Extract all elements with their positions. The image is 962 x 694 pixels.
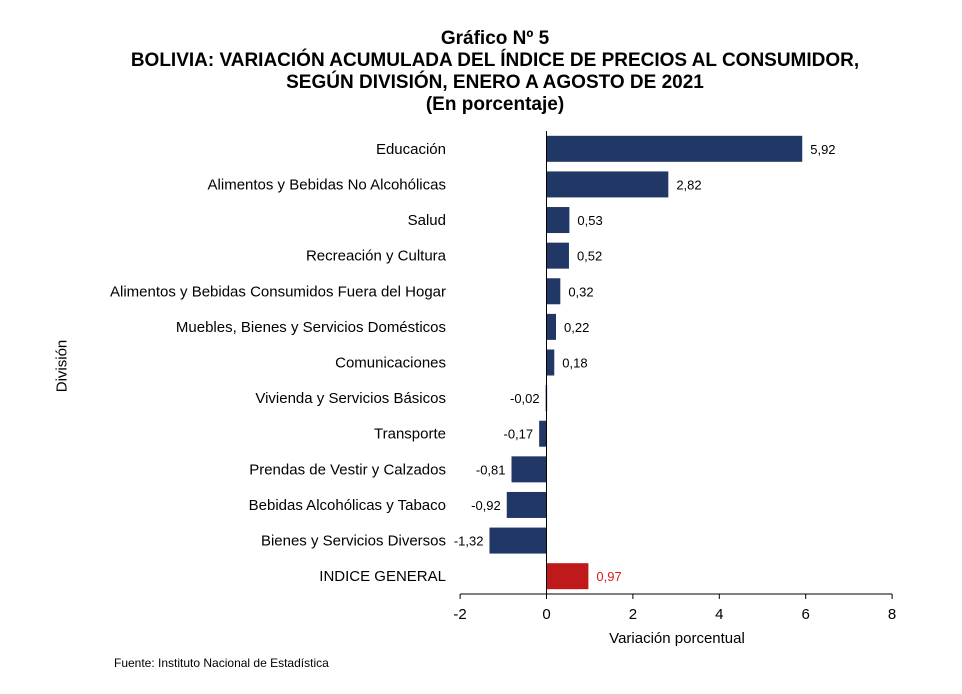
chart-title-line-3: SEGÚN DIVISIÓN, ENERO A AGOSTO DE 2021 xyxy=(286,72,704,93)
bar-recreacion-y-cultura xyxy=(546,242,569,269)
value-label-educacion: 5,92 xyxy=(810,142,835,157)
bar-bebidas-alcoholicas-y-tabaco xyxy=(506,491,547,518)
value-label-salud: 0,53 xyxy=(577,213,602,228)
value-label-prendas-de-vestir-y-calzados: -0,81 xyxy=(476,462,506,477)
axes-group: -2 0 2 4 6 8 xyxy=(453,131,896,623)
category-label-alimentos-y-bebidas-consumidos-fuera-del-hogar: Alimentos y Bebidas Consumidos Fuera del… xyxy=(110,283,446,300)
source-note: Fuente: Instituto Nacional de Estadístic… xyxy=(114,656,329,670)
value-labels-group: 5,92 2,82 0,53 0,52 0,32 0,22 0,18 -0,02 -0,17 -0… xyxy=(454,142,836,584)
bar-alimentos-y-bebidas-consumidos-fuera-del-hogar xyxy=(546,278,561,305)
bars-group xyxy=(489,135,803,590)
x-tick-label-4: 4 xyxy=(715,606,723,623)
category-label-bienes-y-servicios-diversos: Bienes y Servicios Diversos xyxy=(261,533,446,550)
category-label-bebidas-alcoholicas-y-tabaco: Bebidas Alcohólicas y Tabaco xyxy=(249,497,446,514)
chart-title-line-2: BOLIVIA: VARIACIÓN ACUMULADA DEL ÍNDICE … xyxy=(130,50,860,71)
x-tick-label-0: 0 xyxy=(542,606,550,623)
value-label-alimentos-y-bebidas-no-alcoholicas: 2,82 xyxy=(676,177,701,192)
category-label-salud: Salud xyxy=(408,212,446,229)
category-label-transporte: Transporte xyxy=(374,426,446,443)
value-label-bebidas-alcoholicas-y-tabaco: -0,92 xyxy=(471,498,501,513)
bar-muebles-bienes-y-servicios-domesticos xyxy=(546,313,557,340)
value-label-recreacion-y-cultura: 0,52 xyxy=(577,249,602,264)
category-label-prendas-de-vestir-y-calzados: Prendas de Vestir y Calzados xyxy=(249,461,446,478)
bar-salud xyxy=(546,207,570,234)
value-label-indice-general: 0,97 xyxy=(596,569,621,584)
bar-bienes-y-servicios-diversos xyxy=(489,527,547,554)
y-axis-title: División xyxy=(53,339,71,393)
category-labels-group: Educación Alimentos y Bebidas No Alcohóli… xyxy=(110,141,447,585)
chart-subtitle: (En porcentaje) xyxy=(425,94,565,115)
value-label-alimentos-y-bebidas-consumidos-fuera-del-hogar: 0,32 xyxy=(568,284,593,299)
x-tick-label-8: 8 xyxy=(888,606,896,623)
x-axis-title: Variación porcentual xyxy=(609,630,745,647)
bar-transporte xyxy=(539,420,547,447)
chart-title: Gráfico Nº 5 BOLIVIA: VARIACIÓN ACUMULAD… xyxy=(0,28,962,116)
bar-prendas-de-vestir-y-calzados xyxy=(511,456,547,483)
category-label-indice-general: INDICE GENERAL xyxy=(319,568,446,585)
bar-alimentos-y-bebidas-no-alcoholicas xyxy=(546,171,669,198)
category-label-recreacion-y-cultura: Recreación y Cultura xyxy=(306,248,447,265)
value-label-comunicaciones: 0,18 xyxy=(562,356,587,371)
value-label-bienes-y-servicios-diversos: -1,32 xyxy=(454,534,484,549)
category-label-vivienda-y-servicios-basicos: Vivienda y Servicios Básicos xyxy=(255,390,446,407)
x-tick-label--2: -2 xyxy=(453,606,466,623)
category-label-comunicaciones: Comunicaciones xyxy=(335,355,446,372)
value-label-transporte: -0,17 xyxy=(504,427,534,442)
category-label-educacion: Educación xyxy=(376,141,446,158)
value-label-muebles-bienes-y-servicios-domesticos: 0,22 xyxy=(564,320,589,335)
x-tick-label-6: 6 xyxy=(802,606,810,623)
bar-comunicaciones xyxy=(546,349,555,376)
bar-indice-general xyxy=(546,563,589,590)
category-label-alimentos-y-bebidas-no-alcoholicas: Alimentos y Bebidas No Alcohólicas xyxy=(208,176,446,193)
value-label-vivienda-y-servicios-basicos: -0,02 xyxy=(510,391,540,406)
chart-title-line-1: Gráfico Nº 5 xyxy=(440,28,550,49)
category-label-muebles-bienes-y-servicios-domesticos: Muebles, Bienes y Servicios Domésticos xyxy=(176,319,446,336)
x-tick-label-2: 2 xyxy=(629,606,637,623)
bar-educacion xyxy=(546,135,803,162)
